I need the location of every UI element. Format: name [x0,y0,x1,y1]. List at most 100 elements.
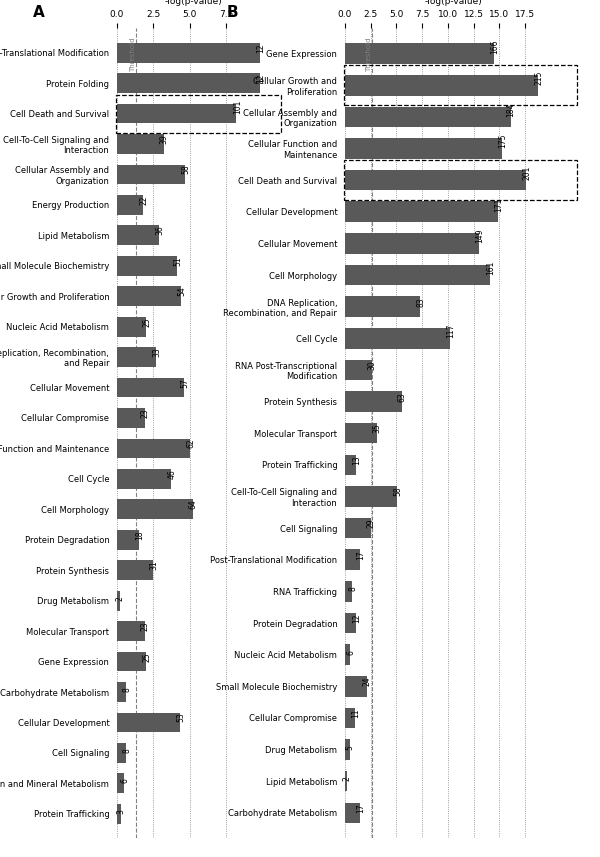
Text: 8: 8 [123,748,132,753]
Bar [345,44,494,64]
Text: 54: 54 [178,286,187,297]
Text: 8: 8 [348,587,357,591]
Bar [117,73,260,93]
Bar [345,201,498,222]
Bar [345,170,526,190]
Text: Threshold: Threshold [130,38,136,72]
Bar [117,43,260,63]
Text: 171: 171 [494,197,503,212]
Text: B: B [226,5,238,21]
Text: 184: 184 [506,103,515,117]
Text: 12: 12 [352,614,361,623]
Bar [117,134,164,154]
Text: 62: 62 [186,439,195,448]
Text: 58: 58 [394,487,403,496]
Text: 5: 5 [346,745,355,750]
X-axis label: -log(p-value): -log(p-value) [424,0,482,6]
Text: Threshold: Threshold [366,38,372,72]
Text: 2: 2 [343,776,352,782]
Text: 12: 12 [256,43,265,52]
Bar [345,549,361,570]
Text: 117: 117 [446,324,455,339]
Text: 23: 23 [141,621,150,631]
X-axis label: -log(p-value): -log(p-value) [164,0,223,6]
Bar [117,590,119,610]
Bar [345,771,347,792]
Bar [345,265,490,285]
Bar [116,94,281,133]
Bar [117,378,184,398]
Text: 149: 149 [475,229,484,243]
Text: 166: 166 [490,39,499,54]
Bar [117,165,185,184]
Text: 31: 31 [149,560,158,570]
Bar [117,682,127,702]
Text: 64: 64 [189,500,198,509]
Text: 58: 58 [182,165,191,175]
Bar [117,530,139,549]
Text: 8: 8 [123,687,132,692]
Text: 3: 3 [117,809,126,814]
Text: 24: 24 [362,677,371,686]
Text: 6: 6 [346,650,355,655]
Bar [117,195,143,215]
Text: 57: 57 [180,378,189,387]
Bar [345,106,511,127]
Text: 175: 175 [499,134,508,148]
Bar [117,256,177,276]
Bar [345,581,352,602]
Text: 101: 101 [233,99,242,113]
Text: 17: 17 [356,803,365,812]
Bar [117,225,159,245]
Bar [345,644,350,665]
Bar [345,676,367,697]
Bar [345,297,420,317]
Text: 53: 53 [176,713,185,722]
Bar [345,75,538,95]
Bar [117,500,193,519]
Text: 2: 2 [116,596,125,601]
Text: 6: 6 [121,778,130,783]
Text: 36: 36 [155,225,164,236]
Bar [345,802,361,823]
Text: A: A [33,5,44,21]
Bar [344,160,577,200]
Bar [345,423,377,443]
Text: 33: 33 [152,347,161,357]
Bar [345,740,350,760]
Text: 22: 22 [139,195,148,205]
Text: 63: 63 [398,392,407,402]
Text: 17: 17 [356,550,365,560]
Bar [345,613,356,633]
Text: 23: 23 [141,409,150,418]
Bar [345,392,401,412]
Text: 25: 25 [142,652,151,662]
Text: 215: 215 [535,71,544,85]
Text: 83: 83 [416,297,425,307]
Text: 46: 46 [167,469,176,479]
Bar [117,804,121,824]
Text: 29: 29 [367,518,376,528]
Bar [117,439,190,458]
Bar [117,347,157,367]
Bar [117,560,154,580]
Bar [345,518,371,538]
Text: 39: 39 [160,135,169,144]
Text: 13: 13 [352,455,361,464]
Bar [117,286,181,306]
Text: 11: 11 [351,709,360,718]
Bar [344,65,577,105]
Bar [117,621,145,641]
Bar [345,233,479,254]
Text: 161: 161 [486,261,495,275]
Bar [117,408,145,428]
Bar [345,454,356,475]
Text: 30: 30 [368,360,377,370]
Text: 18: 18 [135,530,144,540]
Bar [117,712,179,733]
Bar [117,651,146,671]
Bar [117,317,146,337]
Bar [345,360,372,381]
Bar [117,104,236,123]
Bar [117,743,127,763]
